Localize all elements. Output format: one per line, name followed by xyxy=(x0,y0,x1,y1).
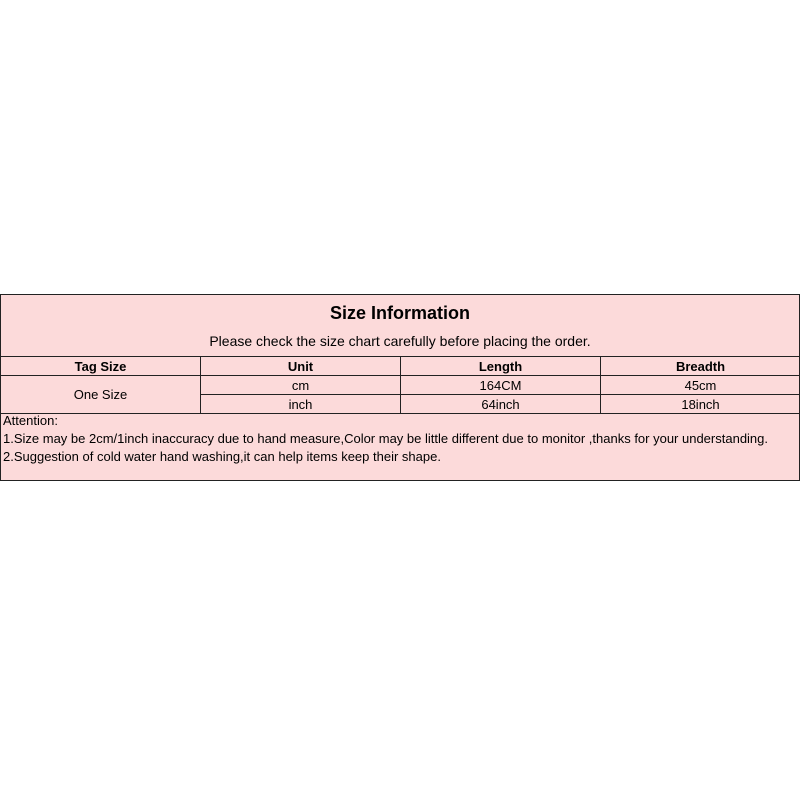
breadth-cell: 45cm xyxy=(600,375,800,395)
table-header-row: Tag Size Unit Length Breadth xyxy=(1,356,800,376)
sheet-title: Size Information xyxy=(329,303,470,323)
header-tag-size: Tag Size xyxy=(1,356,201,376)
table-row: inch 64inch 18inch xyxy=(1,394,800,414)
note-item: 1.Size may be 2cm/1inch inaccuracy due t… xyxy=(3,431,769,446)
unit-cell: inch xyxy=(200,394,401,414)
note-item: 2.Suggestion of cold water hand washing,… xyxy=(3,449,441,464)
notes-heading: Attention: xyxy=(3,413,58,428)
header-unit: Unit xyxy=(200,356,401,376)
tag-size-cell: One Size xyxy=(1,375,201,414)
length-cell: 64inch xyxy=(400,394,601,414)
breadth-cell: 18inch xyxy=(600,394,800,414)
header-length: Length xyxy=(400,356,601,376)
table-row: One Size cm 164CM 45cm xyxy=(1,375,800,414)
size-information-sheet: Size Information Please check the size c… xyxy=(0,294,800,481)
header-breadth: Breadth xyxy=(600,356,800,376)
length-cell: 164CM xyxy=(400,375,601,395)
size-table: Tag Size Unit Length Breadth One Size cm… xyxy=(1,356,800,414)
sheet-subtitle: Please check the size chart carefully be… xyxy=(209,333,591,349)
unit-cell: cm xyxy=(200,375,401,395)
attention-notes: Attention: 1.Size may be 2cm/1inch inacc… xyxy=(3,412,795,466)
